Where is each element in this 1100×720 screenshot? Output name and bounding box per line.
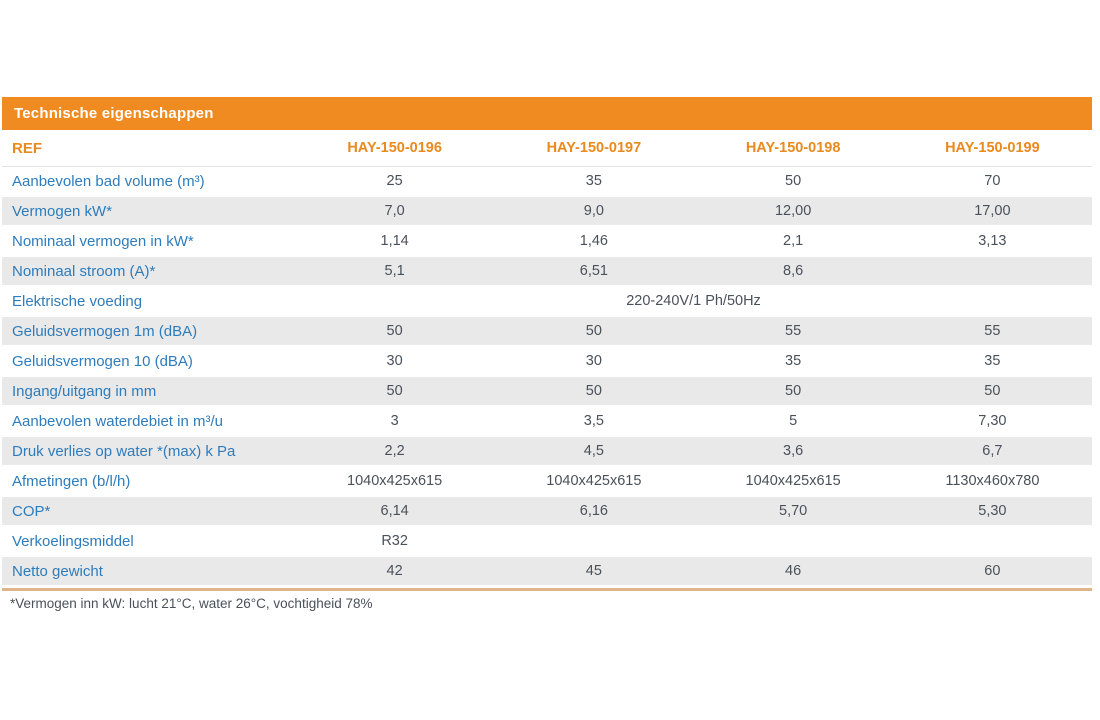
cell-value: 5,1 bbox=[384, 263, 405, 279]
cell-value: 2,1 bbox=[783, 233, 804, 249]
column-header-3: HAY-150-0198 bbox=[745, 140, 841, 156]
cell-value: 3,13 bbox=[978, 233, 1007, 249]
table-row: Druk verlies op water *(max) k Pa 2,2 4,5 3… bbox=[2, 437, 1092, 467]
cell-value: 60 bbox=[984, 563, 1001, 579]
cell-value: 55 bbox=[785, 323, 802, 339]
table-row: Ingang/uitgang in mm 50 50 50 50 bbox=[2, 377, 1092, 407]
table-row: Vermogen kW* 7,0 9,0 12,00 17,00 bbox=[2, 197, 1092, 227]
cell-value: 6,14 bbox=[380, 503, 409, 519]
cell-value: 3 bbox=[390, 413, 399, 429]
column-header-2: HAY-150-0197 bbox=[546, 140, 642, 156]
column-header-1: HAY-150-0196 bbox=[347, 140, 442, 156]
cell-value: 35 bbox=[984, 353, 1001, 369]
row-label: Ingang/uitgang in mm bbox=[12, 382, 157, 400]
column-header-4: HAY-150-0199 bbox=[945, 140, 1040, 156]
table-title: Technische eigenschappen bbox=[14, 105, 214, 122]
row-label: COP* bbox=[12, 502, 51, 520]
ref-header: REF bbox=[12, 139, 42, 157]
row-label: Netto gewicht bbox=[12, 562, 103, 580]
table-bottom-border bbox=[2, 588, 1092, 591]
table-row: Geluidsvermogen 10 (dBA) 30 30 35 35 bbox=[2, 347, 1092, 377]
table-row: Afmetingen (b/l/h) 1040x425x615 1040x425x6… bbox=[2, 467, 1092, 497]
table-row: COP* 6,14 6,16 5,70 5,30 bbox=[2, 497, 1092, 527]
cell-value-span: 220-240V/1 Ph/50Hz bbox=[626, 293, 761, 309]
cell-value: 50 bbox=[785, 173, 802, 189]
row-label: Vermogen kW* bbox=[12, 202, 113, 220]
table-row: Verkoelingsmiddel R32 bbox=[2, 527, 1092, 557]
row-label: Elektrische voeding bbox=[12, 292, 143, 310]
table-grid: REF HAY-150-0196 HAY-150-0197 HAY-150-01… bbox=[2, 130, 1092, 587]
table-row: Aanbevolen bad volume (m³) 25 35 50 70 bbox=[2, 167, 1092, 197]
row-label: Afmetingen (b/l/h) bbox=[12, 472, 131, 490]
cell-value: 1,14 bbox=[380, 233, 409, 249]
row-label: Druk verlies op water *(max) k Pa bbox=[12, 442, 236, 460]
cell-value: 35 bbox=[785, 353, 802, 369]
cell-value: 45 bbox=[585, 563, 602, 579]
cell-value: 1040x425x615 bbox=[745, 473, 841, 489]
table-header-row: REF HAY-150-0196 HAY-150-0197 HAY-150-01… bbox=[2, 130, 1092, 167]
table-row: Aanbevolen waterdebiet in m³/u 3 3,5 5 7,30 bbox=[2, 407, 1092, 437]
cell-value: 50 bbox=[585, 383, 602, 399]
cell-value: 6,16 bbox=[579, 503, 608, 519]
cell-value: 35 bbox=[585, 173, 602, 189]
cell-value: 1040x425x615 bbox=[347, 473, 443, 489]
row-label: Nominaal vermogen in kW* bbox=[12, 232, 194, 250]
cell-value: 70 bbox=[984, 173, 1001, 189]
cell-value: 4,5 bbox=[583, 443, 604, 459]
cell-value: 2,2 bbox=[384, 443, 405, 459]
cell-value: R32 bbox=[381, 533, 408, 549]
spec-table: Technische eigenschappen REF HAY-150-019… bbox=[2, 97, 1092, 591]
row-label: Aanbevolen waterdebiet in m³/u bbox=[12, 412, 223, 430]
table-row: Elektrische voeding 220-240V/1 Ph/50Hz bbox=[2, 287, 1092, 317]
cell-value: 3,6 bbox=[783, 443, 804, 459]
cell-value: 55 bbox=[984, 323, 1001, 339]
cell-value: 5,70 bbox=[779, 503, 808, 519]
cell-value: 50 bbox=[585, 323, 602, 339]
cell-value: 6,51 bbox=[579, 263, 608, 279]
table-title-bar: Technische eigenschappen bbox=[2, 97, 1092, 130]
cell-value: 3,5 bbox=[583, 413, 604, 429]
cell-value: 5 bbox=[789, 413, 798, 429]
row-label: Aanbevolen bad volume (m³) bbox=[12, 172, 205, 190]
cell-value: 46 bbox=[785, 563, 802, 579]
table-row: Geluidsvermogen 1m (dBA) 50 50 55 55 bbox=[2, 317, 1092, 347]
cell-value: 1130x460x780 bbox=[945, 473, 1040, 489]
row-label: Geluidsvermogen 10 (dBA) bbox=[12, 352, 193, 370]
cell-value: 9,0 bbox=[583, 203, 604, 219]
cell-value: 5,30 bbox=[978, 503, 1007, 519]
cell-value: 50 bbox=[386, 323, 403, 339]
row-label: Nominaal stroom (A)* bbox=[12, 262, 156, 280]
cell-value: 6,7 bbox=[982, 443, 1003, 459]
cell-value: 50 bbox=[984, 383, 1001, 399]
cell-value: 12,00 bbox=[774, 203, 812, 219]
table-row: Nominaal stroom (A)* 5,1 6,51 8,6 bbox=[2, 257, 1092, 287]
footnote: *Vermogen inn kW: lucht 21°C, water 26°C… bbox=[10, 596, 373, 611]
cell-value: 7,30 bbox=[978, 413, 1007, 429]
cell-value: 8,6 bbox=[783, 263, 804, 279]
cell-value: 25 bbox=[386, 173, 403, 189]
cell-value: 1040x425x615 bbox=[546, 473, 642, 489]
row-label: Verkoelingsmiddel bbox=[12, 532, 134, 550]
cell-value: 50 bbox=[386, 383, 403, 399]
cell-value: 1,46 bbox=[579, 233, 608, 249]
row-label: Geluidsvermogen 1m (dBA) bbox=[12, 322, 198, 340]
cell-value: 42 bbox=[386, 563, 403, 579]
table-row: Netto gewicht 42 45 46 60 bbox=[2, 557, 1092, 587]
cell-value: 7,0 bbox=[384, 203, 405, 219]
cell-value: 17,00 bbox=[974, 203, 1011, 219]
cell-value: 50 bbox=[785, 383, 802, 399]
table-row: Nominaal vermogen in kW* 1,14 1,46 2,1 3,13 bbox=[2, 227, 1092, 257]
cell-value: 30 bbox=[386, 353, 403, 369]
cell-value: 30 bbox=[585, 353, 602, 369]
